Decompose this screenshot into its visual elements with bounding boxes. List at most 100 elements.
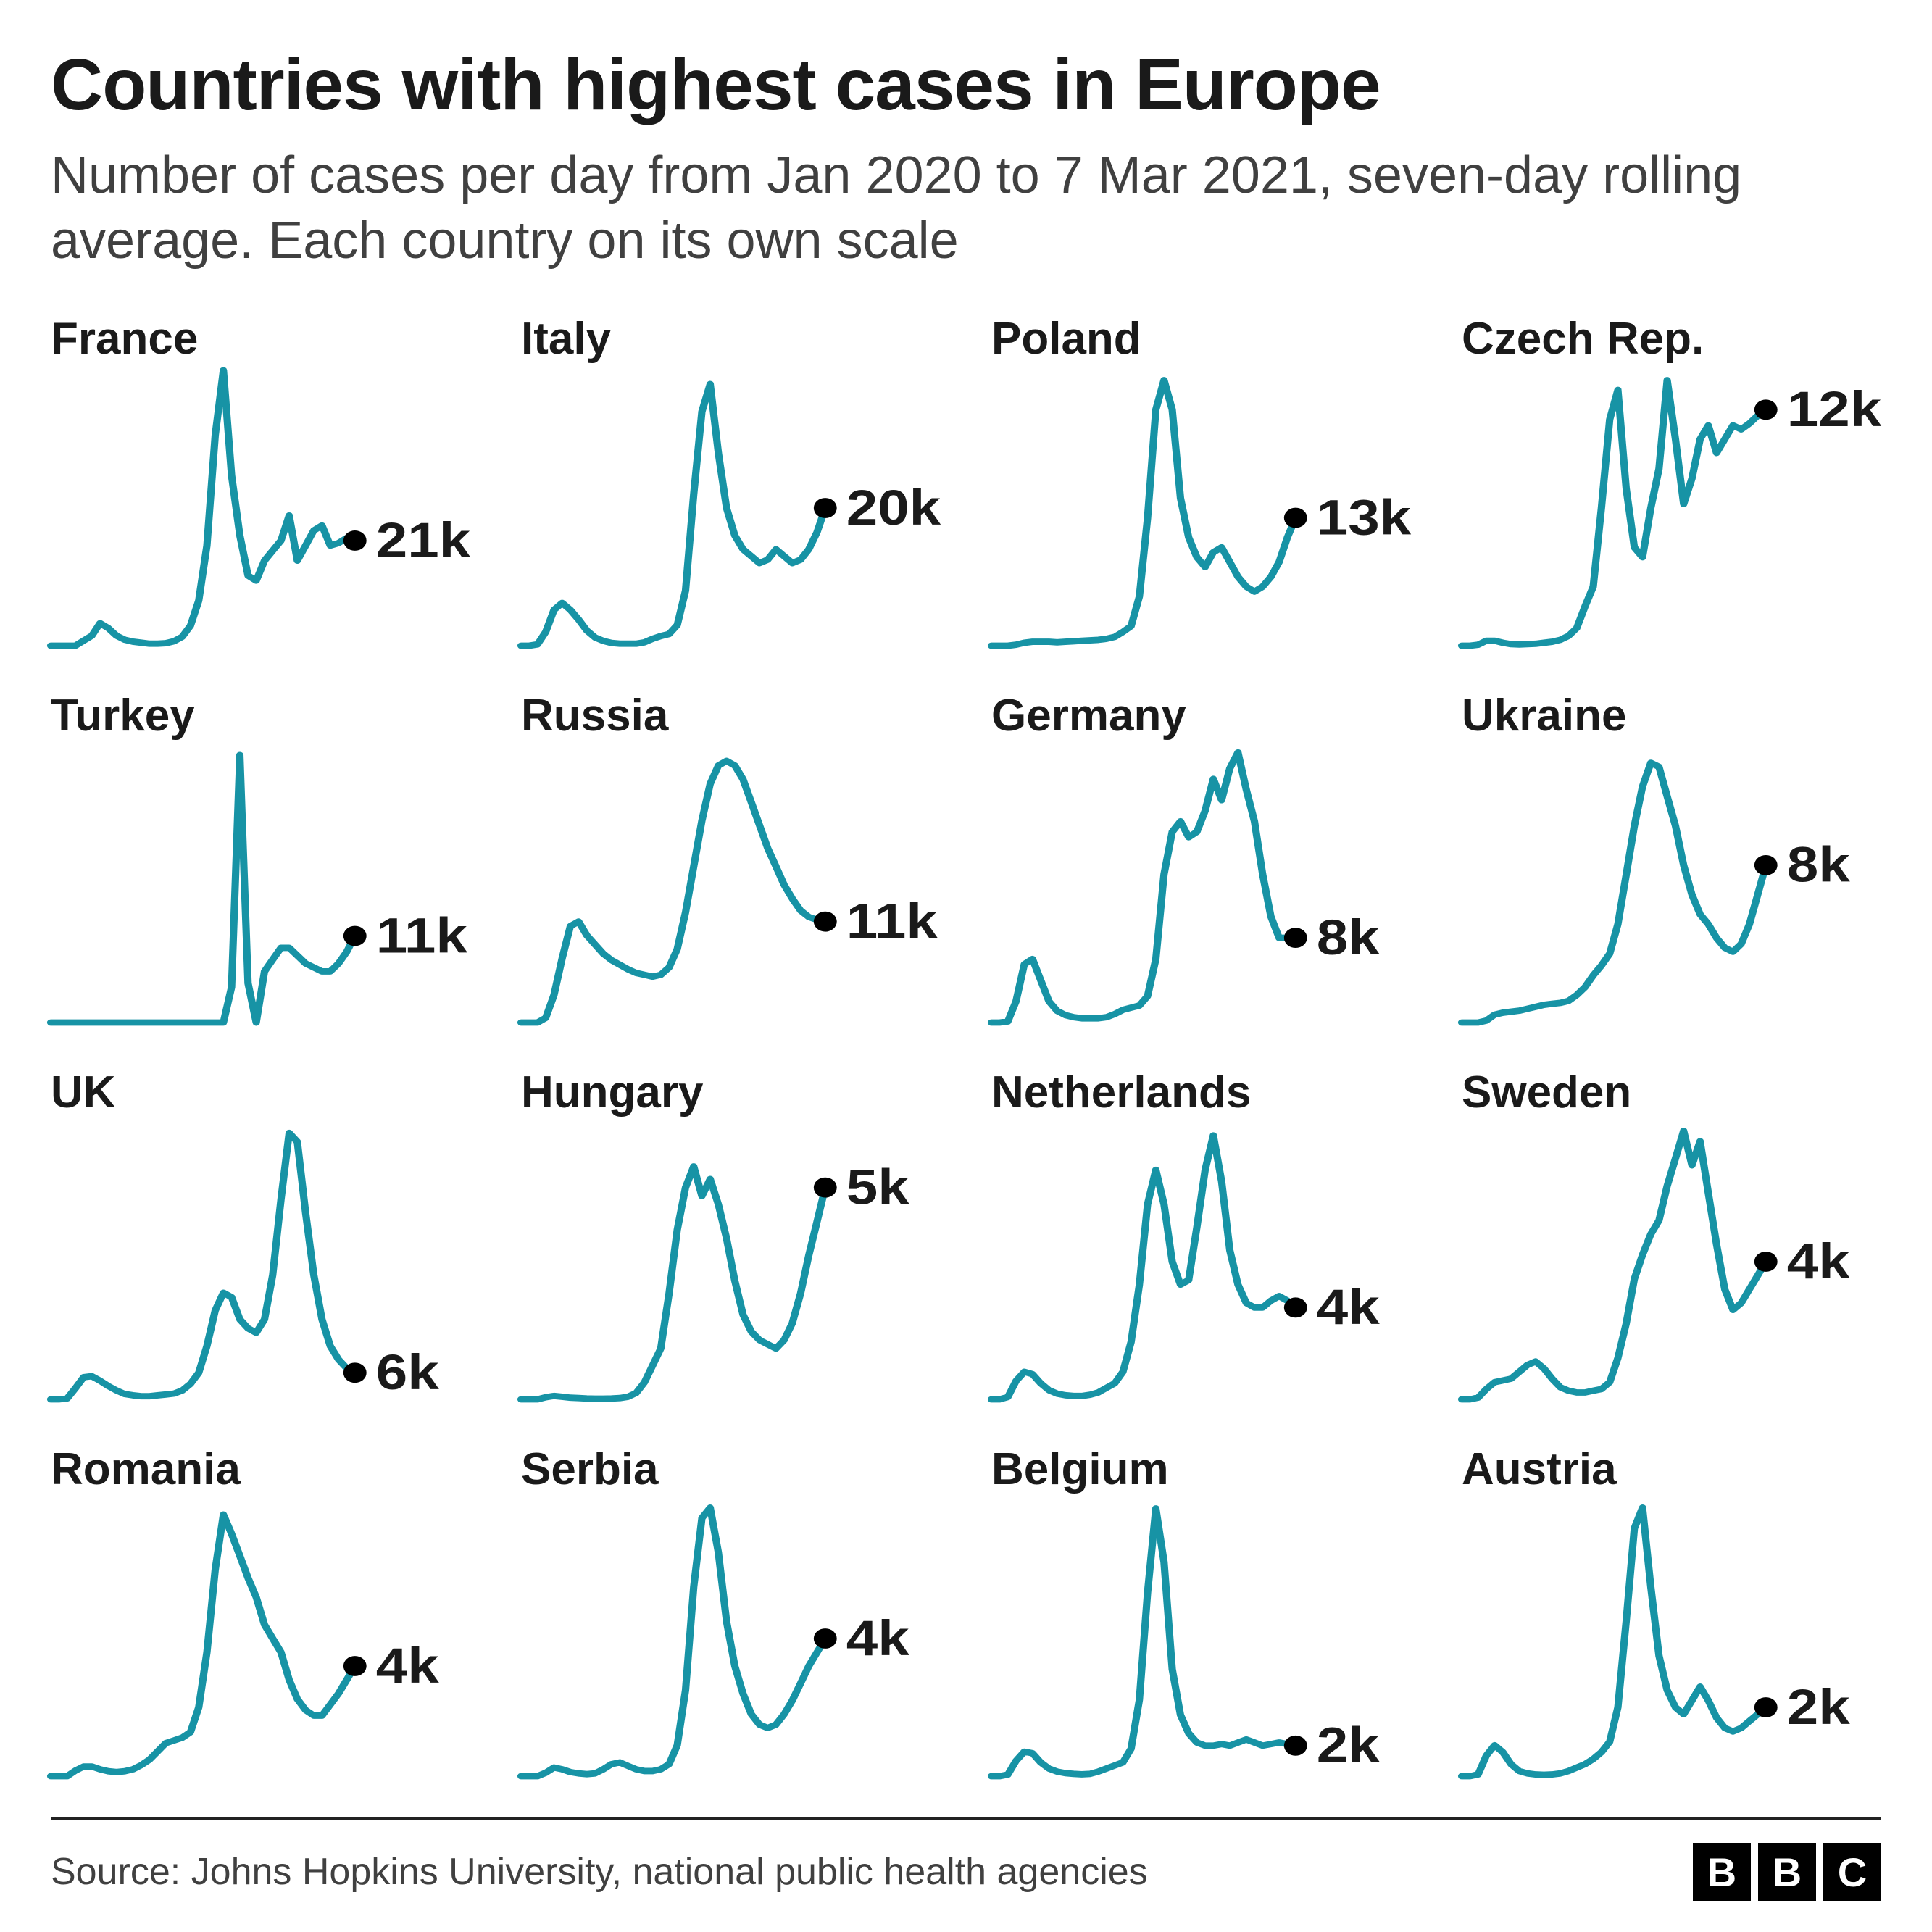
chart-subtitle: Number of cases per day from Jan 2020 to… — [51, 143, 1881, 273]
sparkline-chart: 11k — [521, 747, 941, 1023]
end-value-dot — [1754, 855, 1778, 875]
end-value-label: 4k — [1787, 1233, 1850, 1288]
country-cell: Romania 4k — [51, 1444, 470, 1777]
sparkline-path — [991, 752, 1296, 1023]
footer: Source: Johns Hopkins University, nation… — [51, 1817, 1881, 1901]
country-cell: France 21k — [51, 313, 470, 646]
country-name: Belgium — [991, 1444, 1411, 1495]
small-multiples-grid: France 21k Italy 20k Poland 13k Czech Rep. 12k T… — [51, 313, 1881, 1777]
sparkline-path — [1462, 380, 1766, 646]
end-value-label: 13k — [1317, 490, 1412, 545]
bbc-logo-block: B — [1693, 1843, 1751, 1901]
country-cell: Belgium 2k — [991, 1444, 1411, 1777]
sparkline-chart: 21k — [51, 370, 470, 646]
country-cell: Ukraine 8k — [1462, 690, 1881, 1023]
country-cell: Czech Rep. 12k — [1462, 313, 1881, 646]
sparkline-path — [51, 1133, 355, 1399]
end-value-dot — [1754, 399, 1778, 420]
country-name: Turkey — [51, 690, 470, 741]
end-value-label: 2k — [1317, 1717, 1380, 1773]
sparkline-chart: 5k — [521, 1124, 941, 1399]
sparkline-chart: 8k — [991, 747, 1411, 1023]
end-value-label: 21k — [376, 512, 471, 567]
sparkline-chart: 4k — [51, 1501, 470, 1776]
end-value-dot — [343, 1656, 367, 1676]
end-value-dot — [814, 1178, 837, 1198]
sparkline-chart: 11k — [51, 747, 470, 1023]
end-value-dot — [1284, 928, 1307, 948]
sparkline-path — [521, 1167, 825, 1399]
end-value-label: 11k — [846, 894, 938, 949]
sparkline-chart: 13k — [991, 370, 1411, 646]
sparkline-path — [991, 1136, 1296, 1399]
country-name: Hungary — [521, 1067, 941, 1118]
sparkline-path — [521, 1508, 825, 1777]
end-value-dot — [814, 912, 837, 932]
country-cell: Russia 11k — [521, 690, 941, 1023]
end-value-dot — [343, 530, 367, 551]
sparkline-path — [991, 380, 1296, 646]
end-value-dot — [343, 926, 367, 946]
country-name: Poland — [991, 313, 1411, 365]
end-value-label: 11k — [376, 908, 467, 963]
end-value-label: 6k — [376, 1345, 439, 1400]
country-name: Romania — [51, 1444, 470, 1495]
country-cell: Italy 20k — [521, 313, 941, 646]
sparkline-chart: 2k — [991, 1501, 1411, 1776]
sparkline-path — [51, 370, 355, 646]
sparkline-path — [51, 755, 355, 1023]
end-value-label: 4k — [1317, 1280, 1380, 1335]
country-name: Italy — [521, 313, 941, 365]
sparkline-chart: 20k — [521, 370, 941, 646]
end-value-dot — [1754, 1697, 1778, 1717]
country-name: Czech Rep. — [1462, 313, 1881, 365]
sparkline-path — [521, 384, 825, 646]
country-cell: Sweden 4k — [1462, 1067, 1881, 1400]
sparkline-chart: 12k — [1462, 370, 1881, 646]
country-name: Netherlands — [991, 1067, 1411, 1118]
sparkline-path — [991, 1509, 1296, 1776]
bbc-logo-block: B — [1758, 1843, 1816, 1901]
country-name: Germany — [991, 690, 1411, 741]
source-text: Source: Johns Hopkins University, nation… — [51, 1850, 1148, 1894]
country-cell: Austria 2k — [1462, 1444, 1881, 1777]
country-name: Ukraine — [1462, 690, 1881, 741]
end-value-label: 2k — [1787, 1679, 1850, 1734]
country-cell: Germany 8k — [991, 690, 1411, 1023]
sparkline-chart: 6k — [51, 1124, 470, 1399]
country-cell: Poland 13k — [991, 313, 1411, 646]
country-cell: Turkey 11k — [51, 690, 470, 1023]
country-name: UK — [51, 1067, 470, 1118]
end-value-dot — [814, 498, 837, 518]
country-name: Sweden — [1462, 1067, 1881, 1118]
country-name: Serbia — [521, 1444, 941, 1495]
end-value-dot — [1284, 1736, 1307, 1756]
sparkline-path — [521, 761, 825, 1023]
sparkline-path — [51, 1515, 355, 1776]
end-value-dot — [814, 1628, 837, 1649]
end-value-dot — [1284, 1297, 1307, 1317]
sparkline-chart: 4k — [521, 1501, 941, 1776]
end-value-dot — [343, 1362, 367, 1383]
sparkline-chart: 4k — [1462, 1124, 1881, 1399]
sparkline-path — [1462, 1508, 1766, 1777]
country-cell: Netherlands 4k — [991, 1067, 1411, 1400]
country-name: Austria — [1462, 1444, 1881, 1495]
end-value-label: 12k — [1787, 382, 1882, 437]
sparkline-chart: 8k — [1462, 747, 1881, 1023]
country-name: Russia — [521, 690, 941, 741]
end-value-label: 20k — [846, 480, 941, 535]
end-value-label: 4k — [846, 1610, 909, 1665]
end-value-label: 5k — [846, 1159, 909, 1215]
end-value-label: 8k — [1787, 837, 1850, 892]
bbc-logo: BBC — [1693, 1843, 1881, 1901]
end-value-dot — [1284, 508, 1307, 528]
country-name: France — [51, 313, 470, 365]
sparkline-path — [1462, 763, 1766, 1023]
bbc-logo-block: C — [1823, 1843, 1881, 1901]
sparkline-chart: 2k — [1462, 1501, 1881, 1776]
country-cell: Hungary 5k — [521, 1067, 941, 1400]
sparkline-path — [1462, 1131, 1766, 1400]
country-cell: UK 6k — [51, 1067, 470, 1400]
chart-title: Countries with highest cases in Europe — [51, 43, 1881, 127]
